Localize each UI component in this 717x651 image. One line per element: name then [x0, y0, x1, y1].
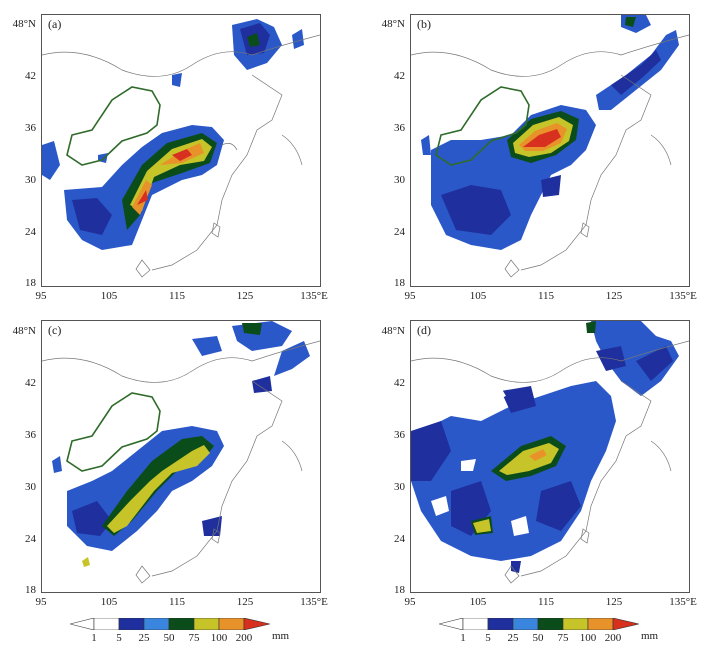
lat-tick-a-18: 18 — [25, 277, 36, 289]
colorbar-right-level-1: 1 — [460, 632, 466, 644]
precip-map-c — [42, 321, 320, 584]
precip-map-a — [42, 19, 320, 278]
colorbar-left-unit: mm — [272, 630, 290, 642]
lat-tick-d-36: 36 — [394, 429, 405, 441]
lon-tick-c-105: 105 — [100, 596, 118, 608]
panel-label-b: (b) — [417, 17, 431, 31]
panel-label-a: (a) — [48, 17, 62, 31]
lon-tick-a-115: 115 — [168, 290, 186, 302]
lat-tick-c-36: 36 — [25, 429, 36, 441]
panel-label-c: (c) — [48, 323, 62, 337]
lat-tick-b-36: 36 — [394, 122, 405, 134]
map-panel-a: (a) — [41, 14, 321, 287]
lat-tick-c-24: 24 — [25, 533, 36, 545]
lon-tick-a-125: 125 — [236, 290, 254, 302]
lon-tick-d-115: 115 — [537, 596, 555, 608]
lon-tick-d-135: 135°E — [669, 596, 697, 608]
lat-tick-d-18: 18 — [394, 584, 405, 596]
lon-tick-a-135: 135°E — [300, 290, 328, 302]
lon-tick-b-135: 135°E — [669, 290, 697, 302]
colorbar-left-level-1: 1 — [91, 632, 97, 644]
map-panel-c: (c) — [41, 320, 321, 593]
lat-tick-a-36: 36 — [25, 122, 36, 134]
lat-tick-c-48: 48°N — [12, 325, 36, 337]
colorbar-right-level-25: 25 — [507, 632, 519, 644]
lon-tick-b-105: 105 — [469, 290, 487, 302]
colorbar-right-level-100: 100 — [579, 632, 597, 644]
colorbar-right-level-50: 50 — [532, 632, 544, 644]
colorbar-left-level-25: 25 — [138, 632, 150, 644]
colorbar-right-level-75: 75 — [557, 632, 569, 644]
lat-tick-d-24: 24 — [394, 533, 405, 545]
lon-tick-c-95: 95 — [35, 596, 47, 608]
map-panel-d: (d) — [410, 320, 690, 593]
lat-tick-c-18: 18 — [25, 584, 36, 596]
lat-tick-d-48: 48°N — [381, 325, 405, 337]
precip-map-b — [411, 15, 689, 278]
colorbar-right — [439, 618, 639, 630]
lat-tick-b-18: 18 — [394, 277, 405, 289]
lat-tick-b-48: 48°N — [381, 18, 405, 30]
lat-tick-d-30: 30 — [394, 481, 405, 493]
lat-tick-a-42: 42 — [25, 70, 36, 82]
lon-tick-b-95: 95 — [404, 290, 416, 302]
lat-tick-b-24: 24 — [394, 226, 405, 238]
lon-tick-a-95: 95 — [35, 290, 47, 302]
lat-tick-a-30: 30 — [25, 174, 36, 186]
lon-tick-b-125: 125 — [605, 290, 623, 302]
colorbar-right-level-5: 5 — [485, 632, 491, 644]
lon-tick-c-115: 115 — [168, 596, 186, 608]
lat-tick-b-42: 42 — [394, 70, 405, 82]
colorbar-left-level-50: 50 — [163, 632, 175, 644]
colorbar-left — [70, 618, 270, 630]
lon-tick-c-135: 135°E — [300, 596, 328, 608]
lon-tick-a-105: 105 — [100, 290, 118, 302]
colorbar-right-swatches — [439, 618, 639, 630]
panel-label-d: (d) — [417, 323, 431, 337]
lon-tick-c-125: 125 — [236, 596, 254, 608]
precip-map-d — [411, 321, 689, 584]
colorbar-left-level-5: 5 — [116, 632, 122, 644]
colorbar-right-level-200: 200 — [604, 632, 622, 644]
colorbar-left-swatches — [70, 618, 270, 630]
lat-tick-a-24: 24 — [25, 226, 36, 238]
lon-tick-d-95: 95 — [404, 596, 416, 608]
colorbar-right-unit: mm — [641, 630, 659, 642]
lat-tick-c-42: 42 — [25, 377, 36, 389]
lat-tick-d-42: 42 — [394, 377, 405, 389]
colorbar-left-level-75: 75 — [188, 632, 200, 644]
map-panel-b: (b) — [410, 14, 690, 287]
lon-tick-d-125: 125 — [605, 596, 623, 608]
lon-tick-d-105: 105 — [469, 596, 487, 608]
lon-tick-b-115: 115 — [537, 290, 555, 302]
lat-tick-a-48: 48°N — [12, 18, 36, 30]
colorbar-left-level-100: 100 — [210, 632, 228, 644]
colorbar-left-level-200: 200 — [235, 632, 253, 644]
lat-tick-c-30: 30 — [25, 481, 36, 493]
lat-tick-b-30: 30 — [394, 174, 405, 186]
